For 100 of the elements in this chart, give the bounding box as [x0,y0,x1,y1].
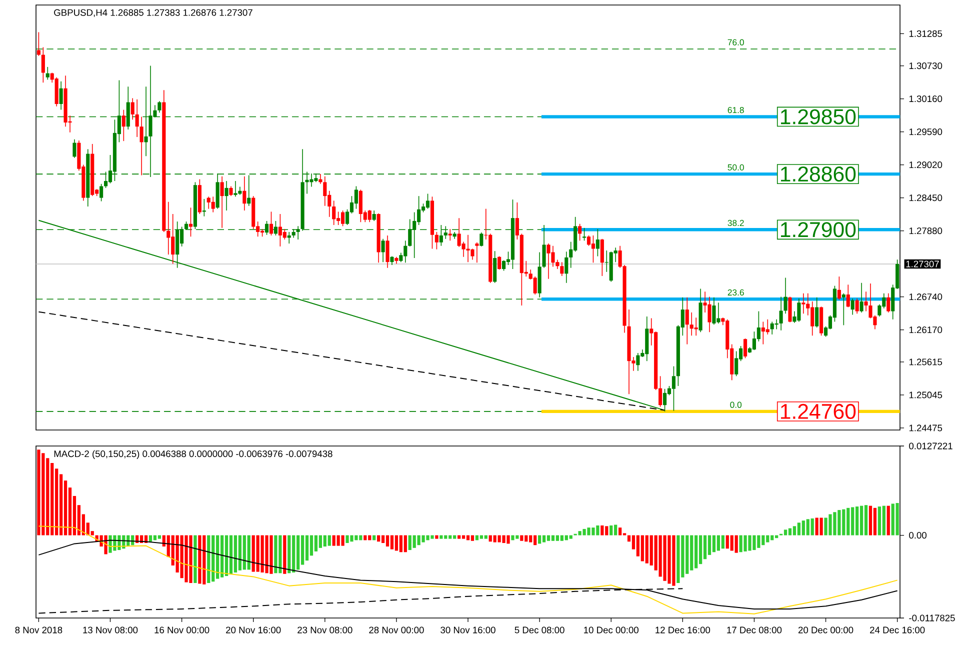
y-tick-label: 0.00 [909,532,927,539]
bar [274,535,278,574]
y-tick-label: 1.24475 [909,424,942,432]
x-tick-label: 20 Dec 00:00 [798,626,854,634]
bar [721,535,724,549]
candlestick [247,174,251,206]
candlestick [135,98,139,138]
y-tick-label: 1.26170 [909,326,942,334]
candlestick [166,201,170,255]
bar [381,535,385,544]
ref-line-label: 1.27307 [906,260,939,268]
ref-line-label: 1.24760 [781,404,856,420]
bar [158,535,162,539]
candlestick [41,46,45,83]
candlestick [269,211,274,236]
bar [886,506,890,536]
bar [569,535,572,539]
candlestick [837,276,841,300]
candlestick [100,184,104,202]
candlestick [475,242,479,264]
chart-title: GBPUSD,H4 1.26885 1.27383 1.26876 1.27307 [54,9,252,17]
bar [538,535,542,544]
bar [220,535,224,578]
ref-line-label: 1.28860 [781,166,856,182]
candlestick [586,235,591,246]
bar [810,518,814,536]
candlestick [850,298,854,316]
candlestick [498,256,502,270]
candlestick [672,366,676,412]
bar [784,530,788,536]
bar [676,535,680,584]
candlestick [636,352,640,372]
x-tick-label: 13 Nov 08:00 [83,626,138,634]
candlestick [815,296,819,328]
bar [551,535,555,541]
candlestick [779,296,783,331]
candlestick [533,276,537,295]
annotation: 23.6 [728,289,744,296]
y-tick-label: 1.25615 [909,358,942,366]
bar [386,535,390,547]
candlestick [140,116,144,176]
candlestick [784,277,788,314]
candlestick [743,338,748,359]
candlestick [582,228,586,242]
annotation: 38.2 [728,220,744,226]
x-tick-label: 20 Nov 16:00 [226,626,281,634]
candlestick [480,232,484,247]
candlestick [578,223,582,242]
candlestick [600,238,604,276]
bar [864,505,868,536]
candlestick [211,196,215,213]
candlestick [130,98,134,120]
candlestick [766,318,770,335]
bar [698,535,702,564]
candlestick [234,180,238,198]
bar [457,535,461,539]
bar [377,535,380,542]
candlestick [591,235,596,264]
bar [470,535,474,541]
candlestick [596,228,600,257]
candlestick [229,186,233,196]
x-tick-label: 5 Dec 08:00 [514,626,564,634]
candlestick [752,331,756,350]
bar [229,535,233,574]
y-tick-label: 1.25045 [909,392,942,398]
bar [546,535,550,541]
candlestick [846,284,850,308]
bar [440,535,443,539]
bar [435,535,438,539]
y-tick-label: 1.29590 [909,128,942,136]
y-tick-label: 1.28450 [909,194,942,202]
x-tick-label: 23 Nov 08:00 [298,626,352,634]
bar [404,535,407,552]
candlestick [224,180,228,211]
bar [792,526,796,536]
bar [148,535,152,542]
candlestick [381,238,385,262]
bar [234,535,238,572]
candlestick [36,32,40,56]
bar [520,535,524,541]
candlestick [220,176,224,228]
candlestick [46,66,50,80]
bar [600,525,604,536]
bar [860,506,864,536]
x-tick-label: 24 Dec 16:00 [870,626,925,634]
bar [484,535,488,539]
bar [716,535,720,551]
bar [462,535,466,539]
candlestick [855,298,859,314]
annotation: 0.0 [730,402,742,408]
y-tick-label: 1.30730 [909,62,942,70]
candlestick [434,232,438,250]
x-tick-label: 28 Nov 00:00 [369,626,424,634]
bar [194,535,197,584]
x-tick-label: 8 Nov 2018 [15,626,62,634]
bar [198,535,202,584]
candlestick [886,292,890,313]
bar [788,528,792,536]
bar [896,502,899,536]
candlestick [158,100,162,114]
